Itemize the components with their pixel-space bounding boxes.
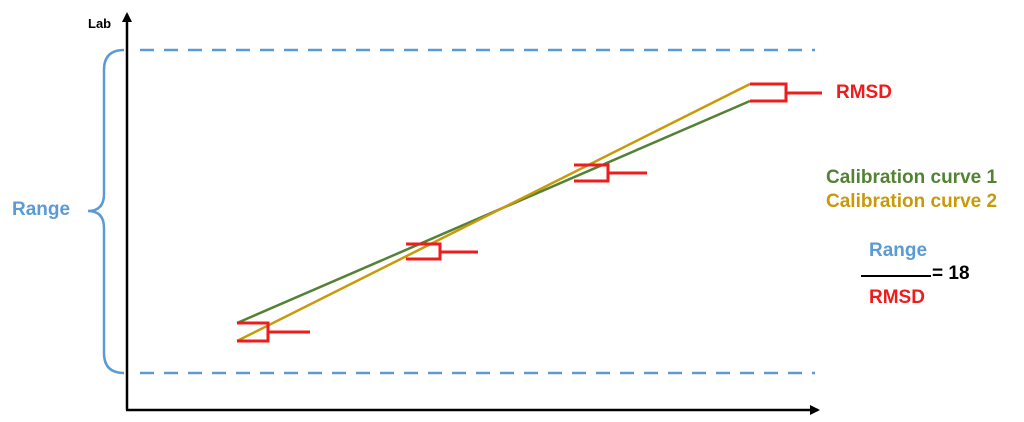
rmsd-bracket-marker-4 (750, 82, 822, 103)
range-label: Range (12, 199, 71, 220)
fraction-bar (861, 275, 931, 277)
legend-calibration-curve-2: Calibration curve 2 (826, 191, 998, 212)
rmsd-bracket-marker-2 (406, 242, 478, 261)
range-brace-icon (87, 48, 125, 375)
fraction-denominator: RMSD (869, 287, 925, 308)
rmsd-bracket-marker-3 (574, 163, 647, 183)
fraction-result: = 18 (932, 263, 970, 284)
legend-calibration-curve-1: Calibration curve 1 (826, 167, 998, 188)
rmsd-bracket-marker-1 (237, 321, 310, 343)
rmsd-label: RMSD (836, 82, 892, 103)
y-axis-label: Lab (88, 16, 112, 31)
calibration-curve-2-line (236, 82, 751, 343)
fraction-numerator: Range (869, 240, 928, 261)
